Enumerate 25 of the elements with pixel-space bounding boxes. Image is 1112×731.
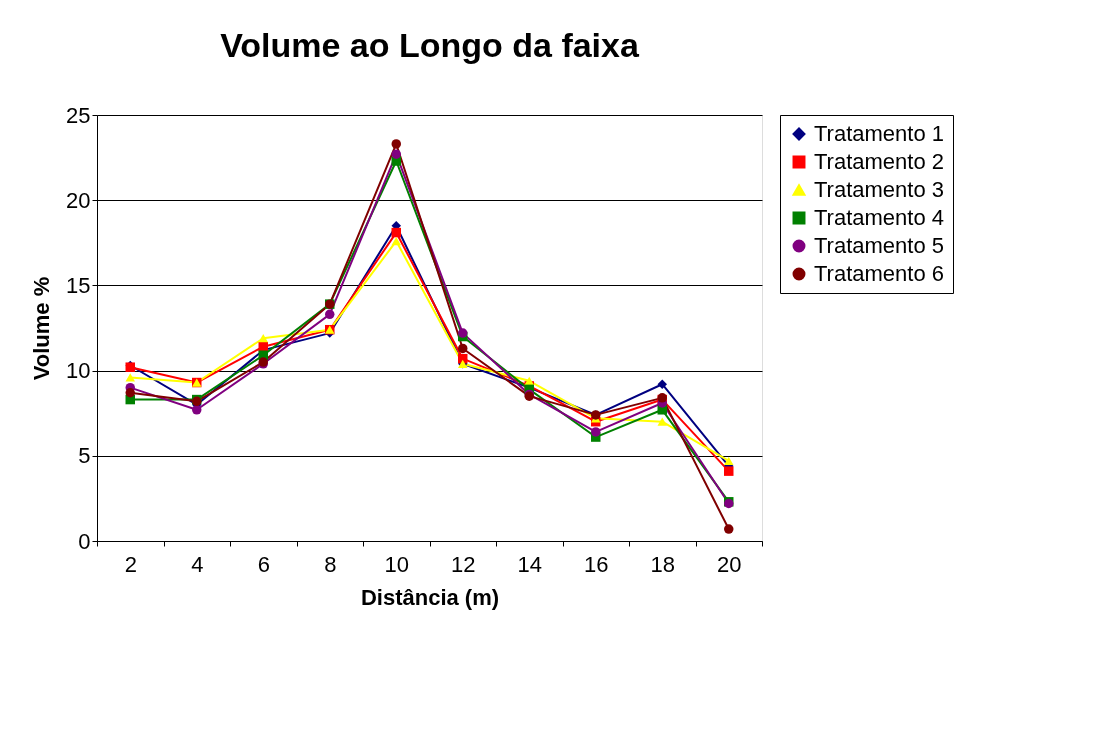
y-tick-label: 0: [78, 528, 91, 554]
legend-label: Tratamento 5: [814, 233, 945, 258]
y-tick-label: 25: [66, 102, 91, 128]
y-axis-title: Volume %: [29, 276, 55, 381]
x-tick-label: 18: [650, 551, 675, 577]
x-tick-label: 8: [324, 551, 337, 577]
y-tick-label: 15: [66, 272, 91, 298]
x-tick-label: 4: [191, 551, 204, 577]
x-tick-label: 6: [257, 551, 270, 577]
y-tick-label: 5: [78, 443, 91, 469]
x-tick-label: 16: [584, 551, 609, 577]
x-tick-label: 20: [717, 551, 742, 577]
y-tick-label: 20: [66, 187, 91, 213]
legend-label: Tratamento 1: [814, 121, 945, 146]
x-tick-label: 14: [517, 551, 542, 577]
x-tick-label: 12: [451, 551, 476, 577]
legend-label: Tratamento 4: [814, 205, 945, 230]
legend-label: Tratamento 6: [814, 261, 945, 286]
legend-label: Tratamento 3: [814, 177, 945, 202]
x-tick-label: 10: [384, 551, 409, 577]
y-tick-label: 10: [66, 358, 91, 384]
legend-label: Tratamento 2: [814, 149, 945, 174]
x-axis-title: Distância (m): [360, 584, 500, 610]
chart-title: Volume ao Longo da faixa: [220, 26, 640, 64]
x-tick-label: 2: [124, 551, 137, 577]
